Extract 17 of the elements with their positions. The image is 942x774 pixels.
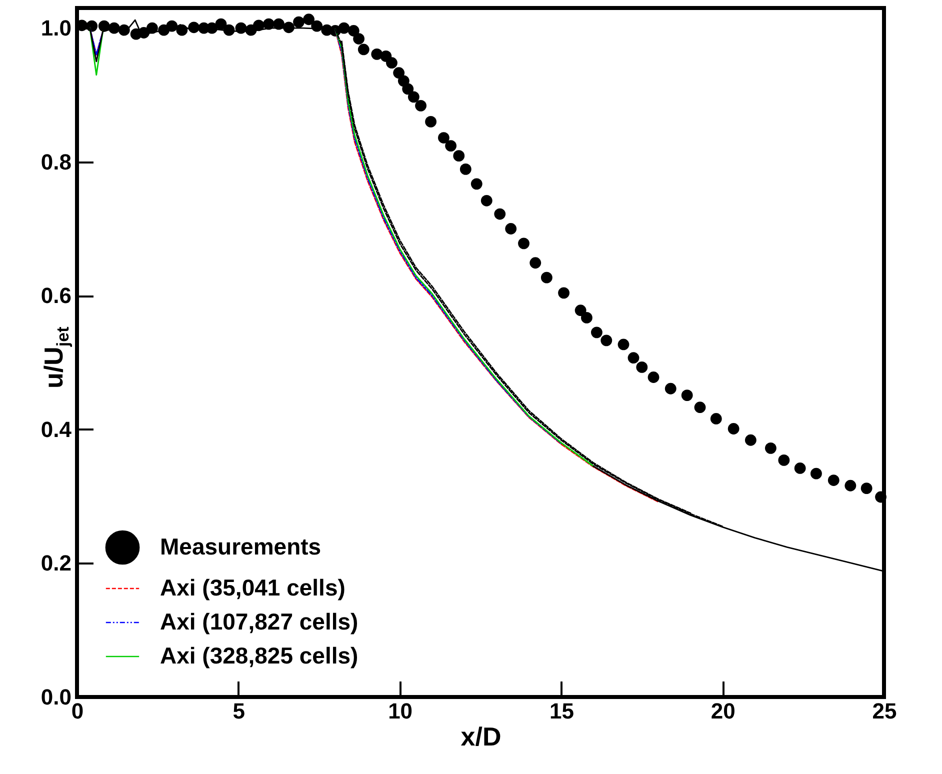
x-tick-label: 20 <box>710 698 736 724</box>
y-tick-label: 0.2 <box>40 550 72 576</box>
x-tick-label: 25 <box>872 698 897 724</box>
legend-label: Axi (107,827 cells) <box>160 608 358 634</box>
y-tick-label: 1.0 <box>40 16 72 41</box>
legend-label: Measurements <box>160 534 322 560</box>
y-tick-label: 0.0 <box>40 684 72 710</box>
y-tick-label: 0.8 <box>40 149 72 174</box>
x-tick-label: 5 <box>232 698 246 724</box>
legend-label: Axi (328,825 cells) <box>160 642 358 668</box>
legend-label: Axi (35,041 cells) <box>160 574 346 600</box>
x-tick-label: 0 <box>71 698 84 724</box>
x-axis-title: x/D <box>460 722 502 752</box>
y-tick-label: 0.4 <box>40 416 72 442</box>
x-tick-label: 15 <box>549 698 574 724</box>
y-tick-label: 0.6 <box>40 283 72 308</box>
x-tick-label: 10 <box>388 698 413 724</box>
